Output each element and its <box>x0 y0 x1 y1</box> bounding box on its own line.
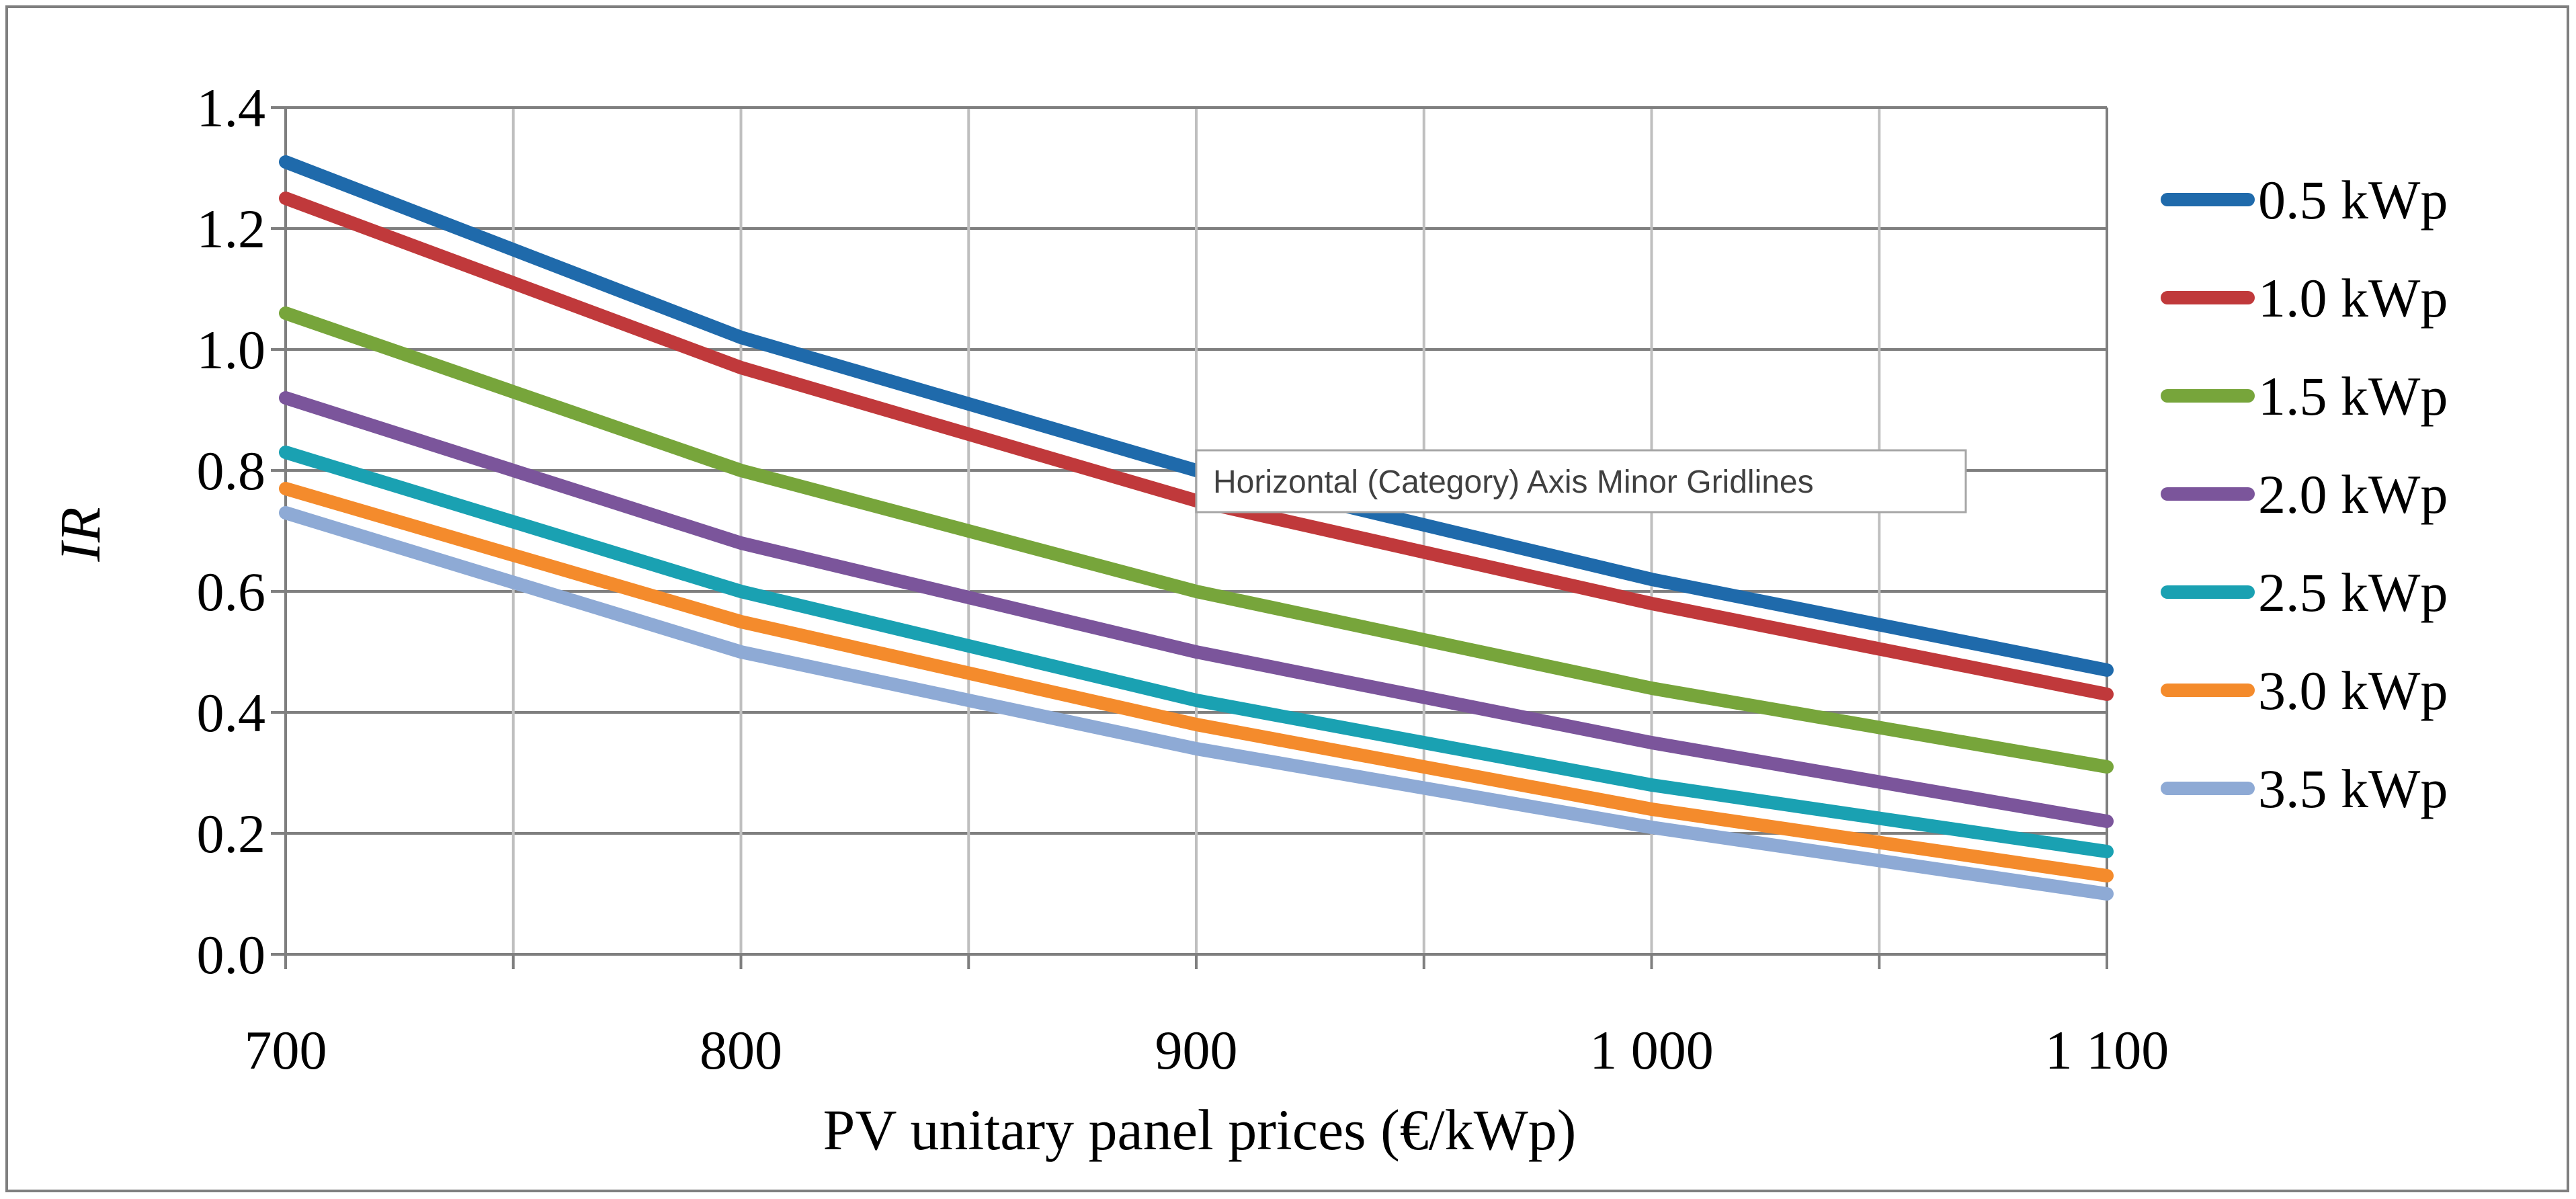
legend-label-3-5-kwp: 3.5 kWp <box>2258 758 2448 819</box>
tooltip-text: Horizontal (Category) Axis Minor Gridlin… <box>1213 464 1814 500</box>
legend: 0.5 kWp 1.0 kWp 1.5 kWp 2.0 kWp 2.5 kWp 3.0 k… <box>2161 169 2448 819</box>
y-tick-label: 1.2 <box>197 198 266 259</box>
x-tick-label: 800 <box>700 1020 782 1081</box>
chart-frame <box>5 5 2569 1192</box>
series-line-2-0-kwp <box>279 391 2114 828</box>
gridlines-tooltip: Horizontal (Category) Axis Minor Gridlin… <box>1195 449 1967 513</box>
axes <box>271 106 2108 969</box>
series-line-3-0-kwp <box>279 482 2114 882</box>
y-tick-label: 0.8 <box>197 440 266 501</box>
series-line-1-5-kwp <box>279 306 2114 774</box>
legend-label-1-5-kwp: 1.5 kWp <box>2258 366 2448 427</box>
x-axis-title: PV unitary panel prices (€/kWp) <box>823 1098 1577 1162</box>
legend-label-2-0-kwp: 2.0 kWp <box>2258 464 2448 525</box>
y-tick-label: 0.2 <box>197 803 266 864</box>
x-tick-label: 1 100 <box>2045 1020 2169 1081</box>
series-line-3-5-kwp <box>279 506 2114 901</box>
legend-label-3-0-kwp: 3.0 kWp <box>2258 660 2448 721</box>
x-tick-label: 700 <box>245 1020 327 1081</box>
y-tick-label: 0.0 <box>197 924 266 985</box>
legend-label-0-5-kwp: 0.5 kWp <box>2258 169 2448 231</box>
y-tick-label: 0.6 <box>197 561 266 622</box>
y-tick-label: 1.4 <box>197 77 266 138</box>
legend-label-2-5-kwp: 2.5 kWp <box>2258 562 2448 623</box>
x-tick-label: 900 <box>1155 1020 1238 1081</box>
y-tick-label: 1.0 <box>197 319 266 380</box>
y-tick-label: 0.4 <box>197 682 266 743</box>
y-axis-title: IR <box>48 507 112 562</box>
x-tick-label: 1 000 <box>1589 1020 1714 1081</box>
tick-labels: 0.0 0.2 0.4 0.6 0.8 1.0 1.2 1.4 700 800 900 1 000 1 … <box>197 77 2169 1081</box>
series-line-2-5-kwp <box>279 446 2114 858</box>
tooltip-box <box>1195 449 1967 513</box>
legend-label-1-0-kwp: 1.0 kWp <box>2258 267 2448 329</box>
